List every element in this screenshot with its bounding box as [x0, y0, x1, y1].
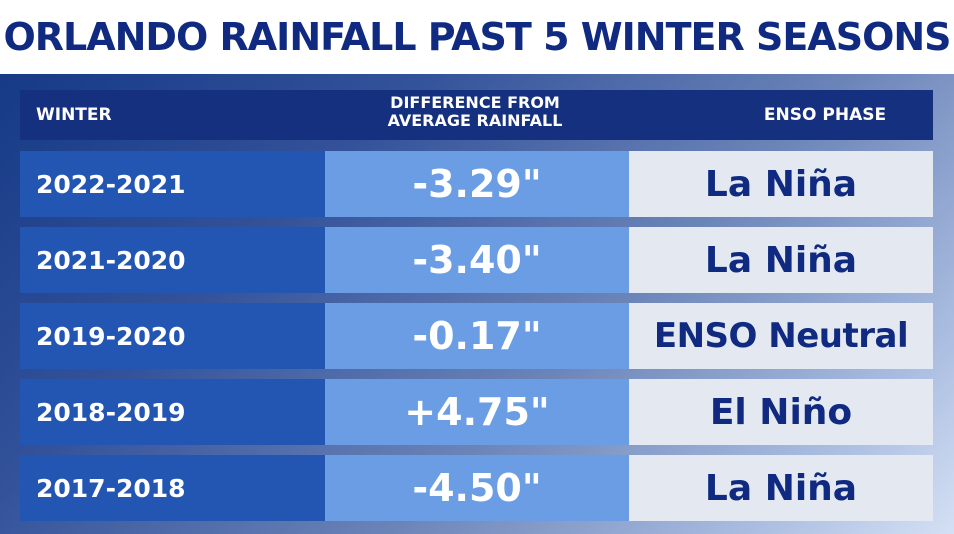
table-header: WINTER DIFFERENCE FROM AVERAGE RAINFALL …: [20, 90, 933, 140]
header-difference-line2: AVERAGE RAINFALL: [387, 111, 563, 130]
difference-cell: +4.75": [325, 379, 629, 445]
enso-cell: La Niña: [629, 151, 933, 217]
winter-cell: 2021-2020: [20, 227, 325, 293]
enso-cell: El Niño: [629, 379, 933, 445]
table-row: 2018-2019 +4.75" El Niño: [20, 379, 933, 445]
winter-cell: 2022-2021: [20, 151, 325, 217]
difference-cell: -3.40": [325, 227, 629, 293]
page-title: ORLANDO RAINFALL PAST 5 WINTER SEASONS: [3, 15, 951, 59]
difference-cell: -0.17": [325, 303, 629, 369]
difference-cell: -3.29": [325, 151, 629, 217]
difference-cell: -4.50": [325, 455, 629, 521]
header-difference: DIFFERENCE FROM AVERAGE RAINFALL: [355, 94, 595, 130]
enso-cell: ENSO Neutral: [629, 303, 933, 369]
winter-cell: 2018-2019: [20, 379, 325, 445]
header-enso-phase: ENSO PHASE: [763, 105, 887, 125]
title-bar: ORLANDO RAINFALL PAST 5 WINTER SEASONS: [0, 0, 954, 74]
table-row: 2022-2021 -3.29" La Niña: [20, 151, 933, 217]
winter-cell: 2019-2020: [20, 303, 325, 369]
header-difference-line1: DIFFERENCE FROM: [390, 93, 560, 112]
table-row: 2017-2018 -4.50" La Niña: [20, 455, 933, 521]
enso-cell: La Niña: [629, 455, 933, 521]
winter-cell: 2017-2018: [20, 455, 325, 521]
header-winter: WINTER: [36, 105, 112, 125]
table-row: 2021-2020 -3.40" La Niña: [20, 227, 933, 293]
enso-cell: La Niña: [629, 227, 933, 293]
table-row: 2019-2020 -0.17" ENSO Neutral: [20, 303, 933, 369]
